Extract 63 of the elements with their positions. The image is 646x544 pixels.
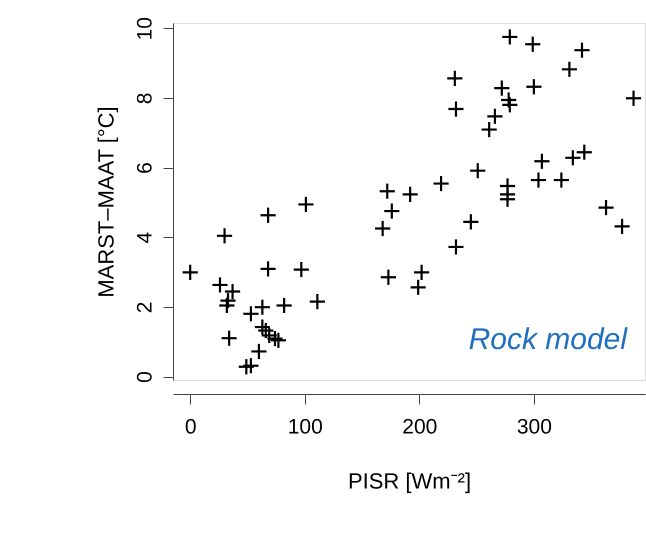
y-tick-label: 8 [134, 92, 156, 104]
annotation: Rock model [468, 323, 628, 356]
point [250, 342, 268, 360]
point [211, 276, 229, 294]
point [254, 298, 272, 316]
point [308, 292, 326, 310]
point [500, 91, 518, 109]
point [525, 78, 543, 96]
point [242, 305, 260, 323]
point [576, 144, 593, 161]
point [297, 196, 315, 214]
point [560, 60, 578, 78]
point [447, 100, 465, 118]
x-tick-label: 300 [516, 416, 552, 438]
point [469, 162, 486, 180]
point [501, 96, 518, 114]
x-tick-label: 100 [288, 416, 323, 438]
point [218, 296, 236, 314]
point [220, 330, 238, 347]
point [462, 213, 480, 231]
point [242, 357, 260, 374]
point [238, 358, 256, 376]
point [275, 296, 293, 314]
point [613, 218, 631, 236]
point [219, 292, 237, 310]
point [432, 174, 450, 192]
point [378, 182, 396, 200]
point [524, 36, 542, 53]
point [447, 238, 465, 256]
point [480, 120, 498, 138]
point [259, 260, 277, 278]
point [216, 227, 234, 244]
y-axis-title: MARST–MAAT [°C] [94, 106, 118, 298]
y-tick-label: 6 [134, 162, 156, 174]
point [624, 90, 642, 107]
y-tick-label: 4 [134, 232, 156, 244]
point [552, 171, 570, 189]
point [224, 282, 242, 300]
point [380, 268, 398, 286]
y-tick-label: 0 [134, 371, 156, 383]
point [446, 70, 464, 88]
point [498, 190, 516, 208]
point [401, 186, 419, 204]
point [374, 220, 392, 238]
x-tick-label: 200 [402, 416, 438, 438]
point [259, 206, 277, 224]
point [573, 41, 591, 59]
point [409, 278, 427, 296]
point [597, 198, 615, 216]
point [486, 108, 504, 126]
y-tick-label: 2 [134, 302, 156, 314]
point [501, 28, 518, 46]
point [530, 171, 548, 189]
point [412, 264, 430, 282]
x-tick-label: 0 [184, 416, 197, 438]
point [564, 149, 582, 166]
y-tick-label: 10 [134, 17, 156, 40]
point [493, 79, 510, 97]
point [533, 152, 551, 170]
point [292, 260, 310, 278]
x-axis-title: PISR [Wm⁻²] [348, 468, 472, 494]
point [182, 264, 199, 282]
point [383, 202, 400, 220]
